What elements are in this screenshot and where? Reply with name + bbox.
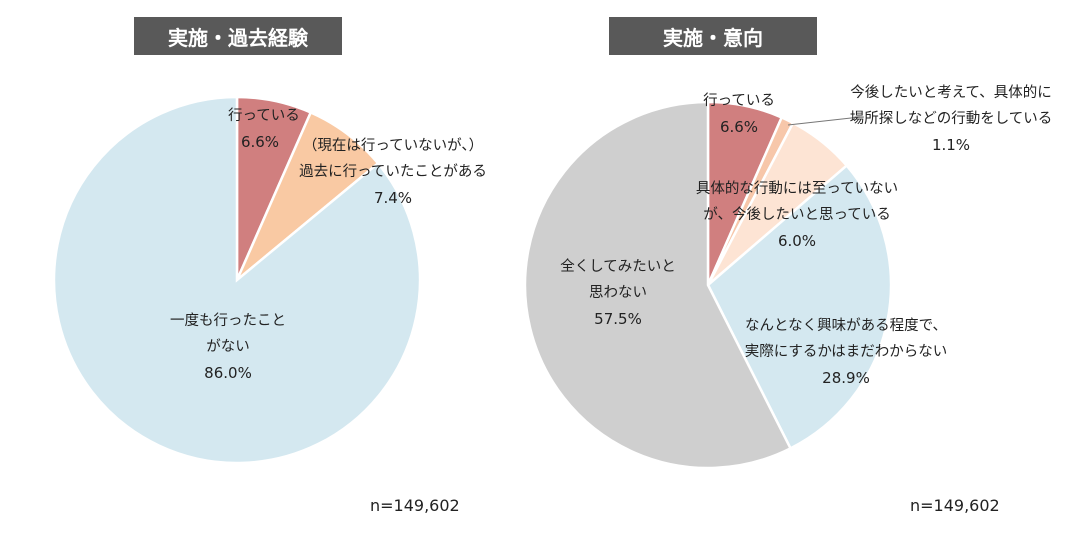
chart-title-left: 実施・過去経験: [134, 17, 342, 55]
pie-slice-right-4: [523, 100, 793, 470]
slice-label-right-3: なんとなく興味がある程度で、 実際にするかはまだわからない 28.9%: [740, 313, 952, 391]
slice-label-right-0-line-0: 行っている: [703, 93, 775, 109]
slice-label-left-2-line-0: 一度も行ったこと: [170, 313, 286, 329]
slice-label-right-1-value: 1.1%: [931, 136, 971, 154]
slice-label-right-3-line-1: 実際にするかはまだわからない: [744, 344, 948, 360]
slice-label-right-1: 今後したいと考えて、具体的に 場所探しなどの行動をしている 1.1%: [846, 80, 1056, 158]
slice-label-right-3-line-0: なんとなく興味がある程度で、: [745, 318, 947, 334]
slice-label-left-1-line-0: （現在は行っていないが、）: [302, 138, 484, 154]
slice-label-right-1-line-1: 場所探しなどの行動をしている: [849, 111, 1053, 127]
slice-label-left-0-line-0: 行っている: [228, 108, 300, 124]
slice-label-right-1-line-0: 今後したいと考えて、具体的に: [850, 85, 1052, 101]
leader-line: [787, 116, 861, 126]
slice-label-right-2-line-0: 具体的な行動には至っていない: [695, 181, 899, 197]
slice-label-right-4-line-0: 全くしてみたいと: [560, 259, 676, 275]
slice-label-right-2-value: 6.0%: [777, 232, 817, 250]
slice-label-right-4-line-1: 思わない: [589, 285, 647, 301]
pie-slice-left-2: [52, 95, 422, 465]
slice-label-left-0: 行っている 6.6%: [228, 103, 300, 155]
pie-slice-right-3: [706, 163, 893, 451]
slice-label-right-2-line-1: が、今後したいと思っている: [703, 207, 891, 223]
slice-label-left-1: （現在は行っていないが、） 過去に行っていたことがある 7.4%: [296, 133, 490, 211]
slice-label-left-2-value: 86.0%: [204, 364, 252, 382]
slice-label-right-3-value: 28.9%: [822, 369, 870, 387]
slice-label-right-2: 具体的な行動には至っていない が、今後したいと思っている 6.0%: [692, 176, 902, 254]
slice-label-left-1-line-1: 過去に行っていたことがある: [299, 164, 487, 180]
chart-title-right: 実施・意向: [609, 17, 817, 55]
slice-label-left-0-value: 6.6%: [240, 133, 280, 151]
slice-label-right-4-value: 57.5%: [594, 310, 642, 328]
slice-label-left-2: 一度も行ったこと がない 86.0%: [158, 308, 298, 386]
slice-label-right-0: 行っている 6.6%: [700, 88, 778, 140]
sample-size-right: n=149,602: [910, 496, 1000, 515]
sample-size-left: n=149,602: [370, 496, 460, 515]
slice-label-left-2-line-1: がない: [206, 339, 250, 355]
slice-label-left-1-value: 7.4%: [373, 189, 413, 207]
slice-label-right-0-value: 6.6%: [719, 118, 759, 136]
slice-label-right-4: 全くしてみたいと 思わない 57.5%: [548, 254, 688, 332]
